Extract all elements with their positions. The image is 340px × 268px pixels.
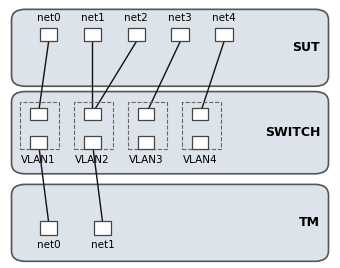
- Bar: [84, 108, 101, 121]
- Bar: [30, 108, 47, 121]
- Text: net0: net0: [37, 13, 61, 23]
- Bar: [182, 102, 221, 148]
- Bar: [128, 28, 145, 42]
- FancyBboxPatch shape: [12, 92, 328, 174]
- Bar: [215, 28, 233, 42]
- Bar: [192, 108, 208, 121]
- Text: SWITCH: SWITCH: [265, 126, 320, 139]
- Bar: [20, 102, 59, 148]
- Text: net0: net0: [37, 240, 61, 250]
- Text: net3: net3: [168, 13, 192, 23]
- Text: VLAN3: VLAN3: [129, 155, 164, 165]
- Bar: [40, 28, 57, 42]
- Bar: [138, 108, 154, 121]
- Bar: [138, 136, 154, 149]
- Bar: [171, 28, 189, 42]
- Text: net4: net4: [212, 13, 236, 23]
- Bar: [30, 136, 47, 149]
- Bar: [94, 221, 111, 235]
- Bar: [40, 221, 57, 235]
- Text: net1: net1: [91, 240, 115, 250]
- Text: net1: net1: [81, 13, 104, 23]
- Bar: [128, 102, 167, 148]
- Text: TM: TM: [299, 216, 320, 229]
- Bar: [84, 136, 101, 149]
- Bar: [192, 136, 208, 149]
- Text: VLAN4: VLAN4: [183, 155, 218, 165]
- Text: VLAN2: VLAN2: [75, 155, 110, 165]
- Text: net2: net2: [124, 13, 148, 23]
- Bar: [84, 28, 101, 42]
- Bar: [74, 102, 113, 148]
- FancyBboxPatch shape: [12, 9, 328, 86]
- Text: VLAN1: VLAN1: [21, 155, 56, 165]
- FancyBboxPatch shape: [12, 184, 328, 261]
- Text: SUT: SUT: [292, 41, 320, 54]
